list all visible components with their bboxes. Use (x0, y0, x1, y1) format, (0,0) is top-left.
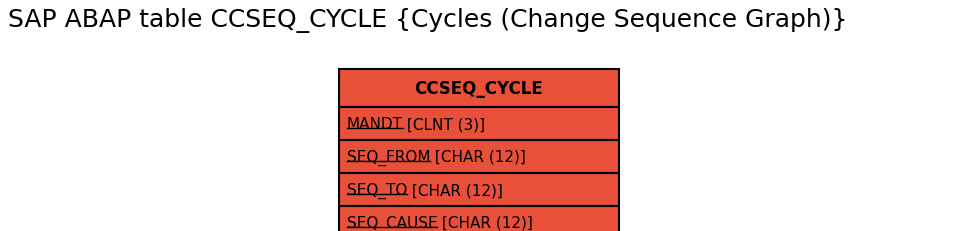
Bar (339, 206, 618, 231)
Text: MANDT: MANDT (346, 116, 403, 131)
Text: [CLNT (3)]: [CLNT (3)] (403, 116, 485, 131)
Bar (339, 70, 618, 108)
Text: SEQ_CAUSE: SEQ_CAUSE (346, 214, 437, 231)
Text: [CHAR (12)]: [CHAR (12)] (407, 182, 502, 197)
Bar (339, 173, 618, 206)
Text: [CHAR (12)]: [CHAR (12)] (430, 149, 526, 164)
Text: SEQ_TO: SEQ_TO (346, 182, 407, 198)
Bar (339, 140, 618, 173)
Text: [CHAR (12)]: [CHAR (12)] (437, 215, 533, 230)
Bar (339, 108, 618, 140)
Text: SAP ABAP table CCSEQ_CYCLE {Cycles (Change Sequence Graph)}: SAP ABAP table CCSEQ_CYCLE {Cycles (Chan… (8, 8, 848, 33)
Text: CCSEQ_CYCLE: CCSEQ_CYCLE (414, 80, 543, 97)
Text: SEQ_FROM: SEQ_FROM (346, 149, 430, 165)
